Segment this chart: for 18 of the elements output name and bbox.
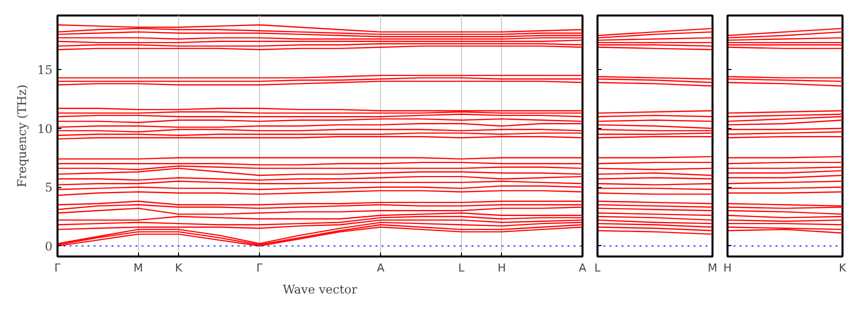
x-tick-label: L xyxy=(594,262,602,274)
x-tick-label: A xyxy=(578,262,587,274)
x-tick-label: A xyxy=(376,262,385,274)
x-tick-label: L xyxy=(458,262,466,274)
x-axis-title: Wave vector xyxy=(282,282,358,296)
y-tick-label: 5 xyxy=(44,180,53,195)
y-tick-label: 0 xyxy=(44,239,53,254)
x-tick-label: H xyxy=(498,262,506,274)
y-tick-label: 15 xyxy=(37,63,53,78)
x-tick-label: K xyxy=(838,262,847,274)
x-tick-label: K xyxy=(175,262,184,274)
x-tick-label: Γ xyxy=(256,262,264,274)
y-axis-title: Frequency (THz) xyxy=(15,84,30,188)
y-tick-label: 10 xyxy=(37,122,53,136)
x-tick-label: Γ xyxy=(54,262,62,274)
x-tick-label: M xyxy=(708,262,718,274)
x-tick-label: M xyxy=(134,262,144,274)
x-tick-label: H xyxy=(723,262,732,274)
